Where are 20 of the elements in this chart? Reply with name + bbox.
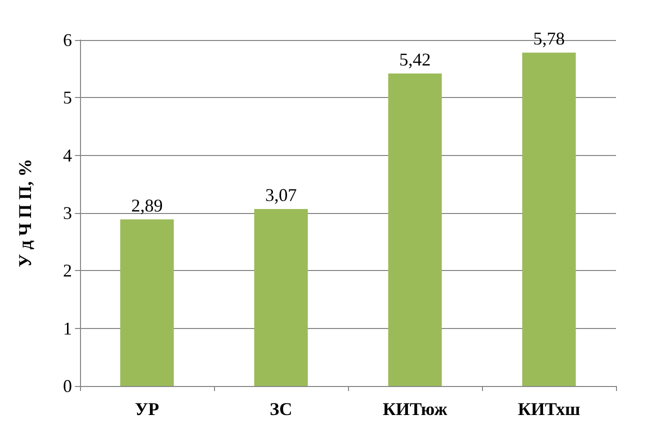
- y-tick-label: 6: [63, 30, 72, 50]
- y-tick-label: 4: [63, 145, 72, 166]
- y-tick-label: 3: [63, 203, 72, 223]
- x-tick-label: КИТюж: [382, 399, 448, 419]
- y-tick-label: 1: [63, 318, 72, 338]
- bar: [120, 219, 174, 386]
- y-axis-title: У д Ч П П, %: [15, 158, 35, 268]
- x-tick-label: КИТхш: [518, 399, 580, 419]
- y-tick-label: 0: [63, 376, 72, 396]
- x-tick-label: ЗС: [270, 399, 292, 419]
- y-tick-label: 5: [63, 88, 72, 108]
- bar: [388, 73, 442, 386]
- data-label: 2,89: [131, 195, 163, 216]
- data-label: 5,42: [399, 49, 431, 70]
- x-tick-label: УР: [134, 399, 160, 419]
- y-tick-label: 2: [63, 260, 72, 281]
- bar: [522, 52, 576, 386]
- data-label: 3,07: [265, 184, 297, 205]
- bar: [254, 208, 308, 386]
- data-label: 5,78: [533, 28, 565, 49]
